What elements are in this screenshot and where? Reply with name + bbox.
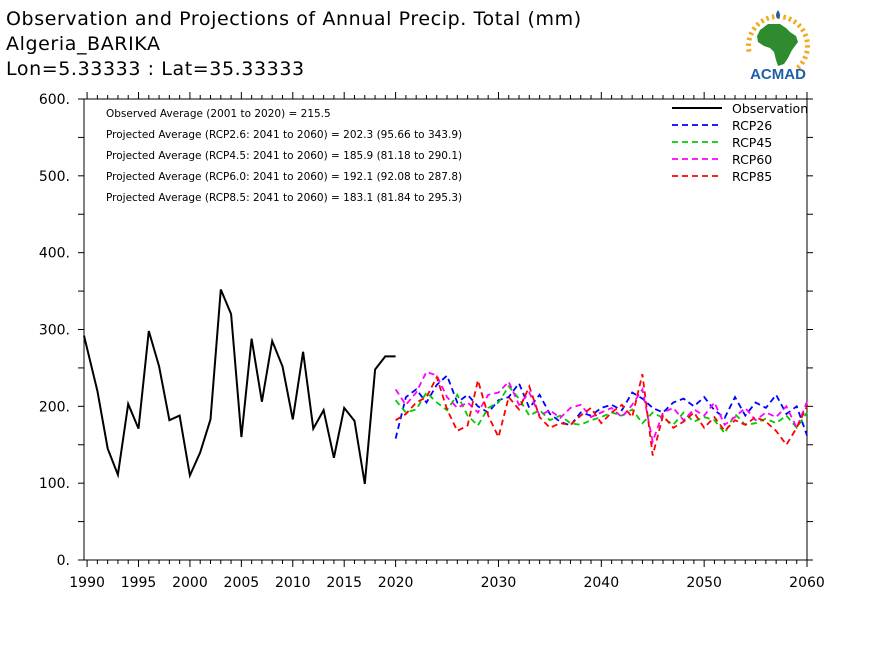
annotation-line: Projected Average (RCP8.5: 2041 to 2060)… bbox=[106, 192, 462, 204]
x-tick-label: 2015 bbox=[326, 575, 362, 591]
sun-ray bbox=[796, 64, 802, 70]
x-tick-label: 2005 bbox=[224, 575, 260, 591]
y-tick-label: 400. bbox=[39, 246, 70, 262]
legend-label: RCP26 bbox=[732, 118, 772, 133]
annotation-line: Observed Average (2001 to 2020) = 215.5 bbox=[106, 108, 331, 120]
annotations: Observed Average (2001 to 2020) = 215.5 P… bbox=[106, 108, 462, 204]
x-tick-label: 2060 bbox=[789, 575, 825, 591]
y-tick-label: 200. bbox=[39, 399, 70, 415]
y-tick-label: 300. bbox=[39, 323, 70, 339]
legend: Observation RCP26 RCP45 RCP60 RCP85 bbox=[672, 101, 808, 184]
x-tick-label: 2020 bbox=[378, 575, 414, 591]
series-line-rcp45 bbox=[394, 384, 808, 435]
series-line-rcp26 bbox=[394, 374, 808, 439]
legend-label: RCP60 bbox=[732, 152, 772, 167]
sun-ray bbox=[751, 26, 757, 32]
acmad-logo: ACMAD bbox=[738, 6, 818, 84]
station-name: Algeria_BARIKA bbox=[6, 33, 161, 55]
sun-ray bbox=[799, 60, 806, 66]
plot-frame bbox=[83, 98, 808, 561]
y-tick-label: 100. bbox=[39, 476, 70, 492]
sun-ray bbox=[796, 23, 802, 29]
station-coordinates: Lon=5.33333 : Lat=35.33333 bbox=[6, 58, 305, 80]
sun-ray bbox=[771, 14, 775, 20]
africa-shape-icon bbox=[757, 24, 798, 66]
x-tick-label: 1990 bbox=[69, 575, 105, 591]
sun-ray bbox=[746, 48, 752, 52]
sun-ray bbox=[765, 15, 770, 22]
x-tick-label: 1995 bbox=[121, 575, 157, 591]
chart-title: Observation and Projections of Annual Pr… bbox=[6, 8, 582, 30]
sun-rays-icon bbox=[745, 13, 811, 70]
legend-label: Observation bbox=[732, 101, 808, 116]
legend-label: RCP45 bbox=[732, 135, 772, 150]
x-tick-label: 2010 bbox=[275, 575, 311, 591]
series-line-rcp60 bbox=[394, 370, 808, 446]
x-axis: 1990 1995 2000 2005 2010 2015 2020 2030 2040 2050… bbox=[69, 92, 825, 591]
series-group bbox=[83, 289, 808, 485]
x-tick-label: 2000 bbox=[172, 575, 208, 591]
series-line-rcp85 bbox=[395, 373, 808, 456]
x-tick-label: 2040 bbox=[583, 575, 619, 591]
sun-ray bbox=[782, 14, 787, 20]
africa-map-logo-icon: ACMAD bbox=[745, 10, 811, 83]
sun-ray bbox=[748, 31, 755, 36]
y-tick-label: 500. bbox=[39, 169, 70, 185]
sun-ray bbox=[792, 19, 798, 25]
logo-text: ACMAD bbox=[750, 66, 806, 83]
sun-ray bbox=[802, 33, 809, 38]
annotation-line: Projected Average (RCP2.6: 2041 to 2060)… bbox=[106, 129, 462, 141]
water-drop-icon bbox=[776, 10, 780, 19]
sun-ray bbox=[804, 39, 810, 43]
annotation-line: Projected Average (RCP4.5: 2041 to 2060)… bbox=[106, 150, 462, 162]
legend-label: RCP85 bbox=[732, 169, 772, 184]
annotation-line: Projected Average (RCP6.0: 2041 to 2060)… bbox=[106, 171, 462, 183]
sun-ray bbox=[755, 21, 761, 28]
x-tick-label: 2030 bbox=[481, 575, 517, 591]
y-tick-label: 0. bbox=[57, 553, 70, 569]
sun-ray bbox=[787, 16, 793, 22]
y-tick-label: 600. bbox=[39, 92, 70, 108]
sun-ray bbox=[760, 18, 765, 24]
sun-ray bbox=[802, 55, 808, 60]
sun-ray bbox=[804, 50, 810, 54]
sun-ray bbox=[746, 37, 753, 41]
sun-ray bbox=[800, 27, 806, 33]
x-tick-label: 2050 bbox=[686, 575, 722, 591]
series-line-observation bbox=[83, 289, 396, 485]
y-axis: 0. 100. 200. 300. 400. 500. 600. bbox=[39, 92, 813, 569]
